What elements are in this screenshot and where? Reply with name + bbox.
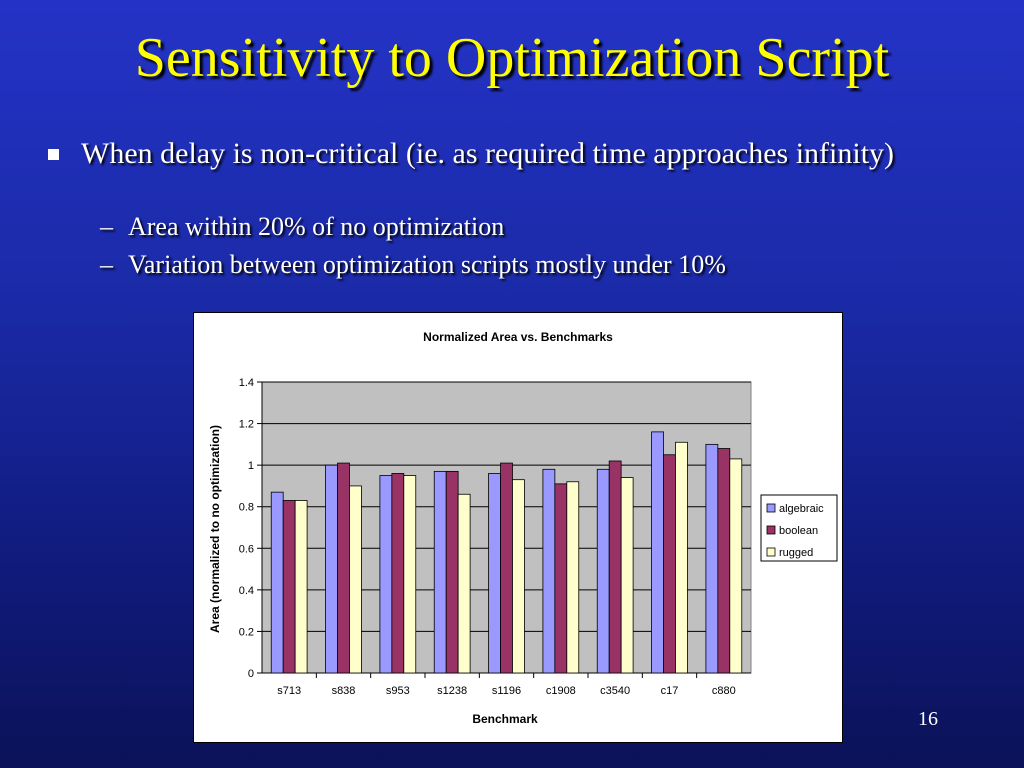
- y-tick-label: 0.2: [239, 626, 254, 638]
- bar-rugged-s953: [403, 475, 417, 674]
- legend-label: algebraic: [779, 503, 824, 515]
- x-tick-label: s1238: [437, 685, 467, 697]
- bar-chart: Normalized Area vs. Benchmarks Benchmark…: [208, 330, 838, 726]
- x-tick-label: s1196: [492, 685, 521, 697]
- x-tick-label: c1908: [546, 685, 576, 697]
- main-bullet-text: When delay is non-critical (ie. as requi…: [81, 137, 895, 170]
- bar-rugged-c17: [675, 441, 688, 674]
- bar-rugged-s838: [349, 485, 362, 674]
- bar-boolean-s953: [391, 473, 405, 674]
- x-tick-label: s713: [277, 685, 301, 697]
- bar-boolean-s713: [282, 500, 296, 674]
- bar-boolean-c3540: [608, 460, 622, 674]
- y-tick-label: 0: [248, 668, 254, 680]
- bar-algebraic-s713: [270, 491, 284, 674]
- bar-algebraic-c3540: [596, 468, 610, 674]
- bar-boolean-c880: [717, 448, 731, 674]
- y-tick-label: 1: [248, 460, 254, 472]
- bar-algebraic-s1238: [433, 470, 447, 674]
- bar-algebraic-s953: [379, 475, 393, 674]
- x-tick-label: s953: [386, 685, 410, 697]
- x-axis-label: Benchmark: [472, 712, 538, 726]
- chart-title: Normalized Area vs. Benchmarks: [423, 330, 613, 344]
- y-tick-label: 1.2: [239, 419, 254, 431]
- sub-bullet-1: – Area within 20% of no optimization: [100, 212, 504, 242]
- x-tick-label: c880: [712, 685, 736, 697]
- bar-boolean-s1238: [445, 470, 459, 674]
- sub-bullet-text: Variation between optimization scripts m…: [128, 250, 726, 279]
- bar-boolean-s1196: [500, 462, 513, 674]
- legend-swatch: [766, 503, 776, 513]
- x-tick-label: c3540: [600, 685, 630, 697]
- bar-boolean-s838: [337, 462, 350, 674]
- legend: algebraic boolean rugged: [760, 494, 838, 562]
- legend-swatch: [766, 525, 776, 535]
- main-bullet: When delay is non-critical (ie. as requi…: [48, 136, 948, 171]
- bar-rugged-s713: [294, 500, 308, 674]
- y-tick-label: 0.8: [239, 502, 254, 514]
- bar-rugged-s1196: [512, 479, 525, 674]
- legend-label: rugged: [779, 547, 813, 559]
- dash-bullet-icon: –: [100, 250, 113, 279]
- bar-algebraic-s1196: [488, 473, 501, 674]
- bar-algebraic-s838: [325, 464, 338, 674]
- bar-algebraic-c880: [705, 443, 719, 674]
- legend-swatch: [766, 547, 776, 557]
- x-tick-label: c17: [661, 685, 679, 697]
- y-axis-label: Area (normalized to no optimization): [208, 425, 222, 633]
- bar-rugged-c1908: [566, 481, 580, 674]
- x-tick-label: s838: [332, 685, 356, 697]
- square-bullet-icon: [48, 149, 59, 160]
- legend-label: boolean: [779, 525, 818, 537]
- chart-container: Normalized Area vs. Benchmarks Benchmark…: [193, 312, 843, 743]
- plot-area: 0 0.2 0.4 0.6 0.8 1 1.2 1.4 s713 s838 s953 s1238 s11…: [239, 377, 752, 697]
- sub-bullet-text: Area within 20% of no optimization: [128, 212, 505, 241]
- bar-rugged-c880: [729, 458, 743, 674]
- bar-algebraic-c17: [651, 431, 664, 674]
- y-tick-label: 0.4: [239, 585, 254, 597]
- bar-rugged-c3540: [620, 477, 634, 674]
- bar-boolean-c17: [663, 454, 676, 674]
- bar-algebraic-c1908: [542, 468, 556, 674]
- sub-bullet-2: – Variation between optimization scripts…: [100, 250, 726, 280]
- dash-bullet-icon: –: [100, 212, 113, 241]
- slide-title: Sensitivity to Optimization Script: [134, 27, 890, 89]
- y-tick-label: 1.4: [239, 377, 254, 389]
- bar-rugged-s1238: [457, 493, 471, 674]
- page-number: 16: [918, 708, 938, 730]
- y-tick-label: 0.6: [239, 543, 254, 555]
- bar-boolean-c1908: [554, 483, 568, 674]
